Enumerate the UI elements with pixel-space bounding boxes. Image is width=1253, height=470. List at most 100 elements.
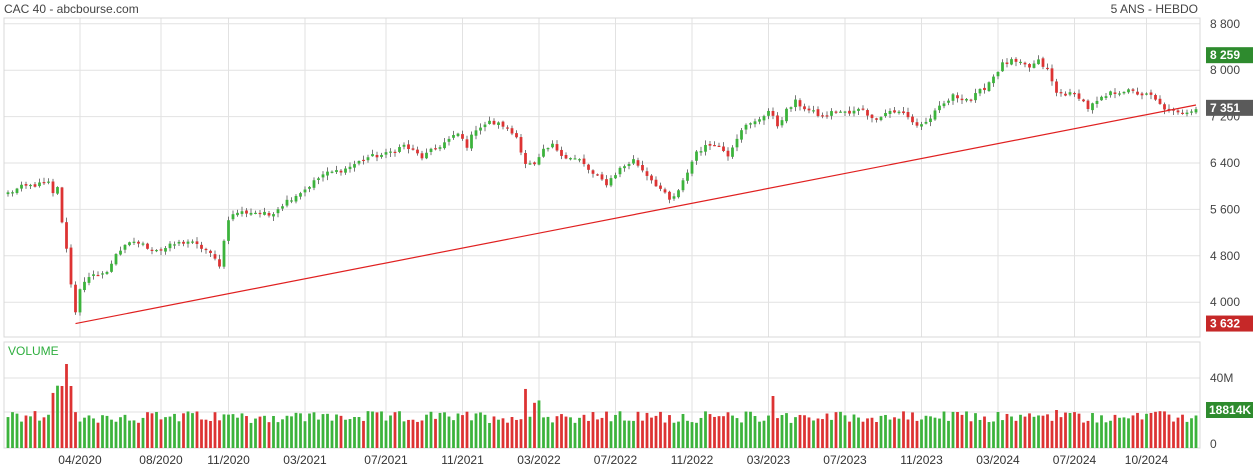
volume-bar [1100, 415, 1103, 448]
candle-body [695, 151, 698, 161]
candle-body [623, 166, 626, 169]
candle-body [218, 259, 221, 267]
volume-bar [281, 419, 284, 448]
volume-bar [24, 415, 28, 448]
date-tick-label: 10/2024 [1125, 453, 1169, 467]
volume-bar [681, 413, 685, 448]
volume-bar [591, 412, 595, 448]
candle-body [1136, 91, 1139, 95]
candle-body [848, 110, 851, 114]
candle-body [614, 175, 617, 179]
candle-body [56, 187, 59, 194]
candle-body [560, 149, 563, 156]
volume-bar [510, 416, 514, 448]
candle-body [1131, 89, 1135, 91]
date-tick-label: 07/2021 [364, 453, 408, 467]
volume-bar [389, 415, 392, 448]
volume-bar [1064, 412, 1067, 448]
panel-frames [3, 17, 1201, 449]
volume-bar [951, 411, 955, 448]
candle-body [735, 138, 739, 148]
candle-body [1010, 59, 1013, 65]
candle-body [348, 166, 352, 170]
candle-body [704, 145, 707, 152]
volume-bar [438, 412, 442, 448]
candle-body [821, 115, 824, 117]
candle-body [780, 120, 784, 126]
candle-body [587, 164, 590, 170]
candle-body [1095, 100, 1099, 104]
volume-bar [501, 418, 505, 448]
candle-body [1055, 81, 1058, 93]
volume-bar [803, 415, 806, 448]
volume-bar [272, 415, 275, 448]
candle-body [20, 184, 23, 189]
volume-bar [812, 420, 815, 448]
candle-body [200, 244, 203, 249]
volume-bar [443, 412, 446, 448]
volume-bar [236, 417, 239, 448]
candle-body [434, 148, 437, 150]
volume-bar [920, 419, 923, 448]
candle-body [294, 196, 298, 202]
volume-bar [767, 415, 770, 448]
volume-bar [978, 419, 982, 448]
candle-body [438, 147, 442, 149]
volume-bar [555, 416, 559, 448]
volume-bar [321, 414, 325, 448]
volume-bar [1190, 418, 1193, 448]
candle-body [663, 189, 667, 193]
candle-body [632, 159, 635, 164]
candle-body [852, 110, 856, 114]
period-label: 5 ANS - HEBDO [1111, 2, 1198, 16]
volume-bar [776, 418, 779, 448]
volume-bar [749, 411, 752, 448]
candle-body [236, 212, 239, 216]
volume-bar [465, 411, 469, 448]
volume-bar [537, 400, 541, 448]
volume-bar [159, 419, 163, 448]
candle-body [960, 98, 964, 101]
date-tick-label: 03/2023 [747, 453, 791, 467]
volume-bar [1073, 412, 1076, 448]
candle-body [1104, 96, 1108, 98]
volume-bar [357, 417, 361, 448]
volume-bar [168, 416, 172, 448]
candle-body [231, 214, 235, 220]
volume-bar [204, 419, 208, 448]
volume-bar [897, 418, 901, 448]
candle-body [1140, 93, 1144, 96]
volume-bar [330, 420, 334, 448]
price-tick-label: 4 000 [1210, 295, 1240, 309]
volume-bar [11, 412, 14, 448]
price-tick-label: 4 800 [1210, 249, 1240, 263]
volume-bar [362, 420, 365, 448]
candle-body [951, 94, 955, 101]
volume-bar [893, 417, 896, 448]
candle-body [897, 111, 901, 114]
date-tick-label: 07/2023 [823, 453, 867, 467]
volume-bar [726, 412, 730, 448]
candle-body [317, 178, 320, 181]
date-tick-label: 03/2022 [517, 453, 561, 467]
volume-bar [947, 420, 950, 448]
candle-body [60, 187, 64, 223]
candle-body [933, 110, 937, 120]
candle-body [924, 121, 928, 124]
candle-body [1158, 98, 1162, 104]
volume-bar [155, 411, 158, 448]
candle-body [546, 148, 550, 150]
candle-body [114, 254, 118, 265]
volume-bar [420, 420, 424, 448]
candle-body [470, 134, 473, 149]
volume-bar [6, 417, 10, 448]
volume-bar [326, 413, 329, 448]
candle-body [24, 184, 28, 186]
volume-bar [654, 415, 658, 448]
candle-body [461, 134, 464, 139]
candle-body [929, 118, 932, 123]
candle-body [987, 82, 991, 92]
volume-bar [407, 419, 410, 448]
candle-body [389, 151, 392, 153]
volume-bar [758, 421, 761, 448]
